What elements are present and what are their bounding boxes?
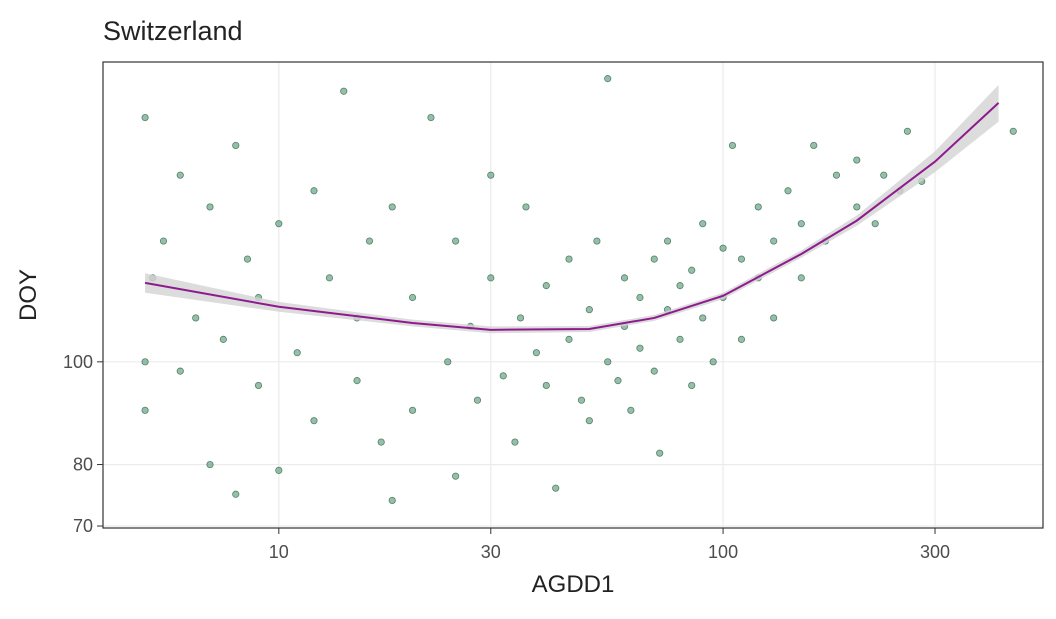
point [232, 141, 240, 150]
point [452, 472, 460, 480]
point [522, 203, 530, 211]
point [499, 372, 507, 380]
point [565, 335, 573, 343]
point [532, 349, 540, 357]
point [853, 203, 861, 211]
point [688, 266, 696, 274]
point [754, 203, 762, 211]
point [275, 220, 283, 228]
x-tick-label: 300 [920, 542, 950, 562]
panel-border [102, 61, 1044, 529]
point [542, 381, 550, 390]
point [542, 282, 550, 290]
point [663, 237, 672, 245]
point [797, 220, 805, 228]
point [377, 438, 385, 446]
point [699, 220, 707, 228]
point [737, 255, 746, 263]
point [676, 335, 684, 343]
point [408, 406, 417, 414]
point [614, 377, 622, 385]
point [737, 335, 746, 343]
point [340, 87, 348, 95]
point [565, 255, 573, 263]
point [784, 187, 792, 195]
point [770, 237, 778, 245]
point [254, 381, 263, 390]
point [903, 127, 912, 135]
point [585, 306, 593, 314]
point [408, 293, 417, 302]
point [176, 367, 184, 375]
point [511, 438, 519, 446]
point [728, 141, 737, 150]
point [388, 496, 396, 505]
point [636, 293, 644, 302]
point [206, 460, 214, 469]
point [353, 377, 361, 385]
point [552, 484, 560, 492]
chart-title: Switzerland [103, 16, 243, 46]
point [650, 367, 658, 375]
point [516, 314, 525, 322]
point [310, 417, 318, 425]
x-axis-label: AGDD1 [532, 571, 615, 598]
point [206, 203, 214, 211]
point [141, 358, 149, 366]
point [585, 417, 593, 425]
y-tick-label: 100 [63, 352, 93, 372]
point [871, 220, 879, 228]
point [719, 244, 727, 252]
point [232, 490, 240, 498]
point [650, 255, 658, 263]
point [604, 75, 612, 83]
point [688, 381, 696, 390]
point [604, 358, 612, 366]
point [192, 314, 200, 322]
smooth-line [144, 102, 1000, 331]
point [444, 358, 452, 366]
point [487, 274, 495, 282]
point [159, 237, 168, 245]
point [1009, 127, 1017, 135]
point [577, 396, 586, 404]
point [880, 171, 888, 179]
point [487, 171, 495, 179]
point [452, 237, 460, 245]
point [832, 171, 841, 179]
point [709, 358, 717, 366]
x-tick-label: 100 [708, 542, 738, 562]
point [473, 396, 482, 404]
point [243, 255, 252, 263]
x-tick-label: 10 [269, 542, 289, 562]
x-tick-label: 30 [481, 542, 501, 562]
point [699, 314, 707, 322]
point [810, 141, 818, 150]
point [219, 335, 227, 343]
y-tick-label: 70 [73, 516, 93, 536]
point [676, 282, 684, 290]
point [627, 406, 635, 414]
point [325, 274, 334, 282]
point [427, 113, 435, 122]
point [636, 344, 644, 352]
point [176, 171, 184, 179]
point [388, 203, 396, 211]
point [656, 449, 664, 457]
y-axis-label: DOY [15, 269, 42, 321]
point [853, 156, 861, 164]
point [620, 274, 629, 282]
y-tick-label: 80 [73, 455, 93, 475]
point [293, 349, 301, 357]
point [275, 466, 283, 474]
point [310, 187, 318, 195]
point [365, 237, 374, 245]
point [141, 113, 149, 122]
point [797, 274, 805, 282]
point [593, 237, 601, 245]
point [770, 314, 778, 322]
point [141, 406, 149, 414]
